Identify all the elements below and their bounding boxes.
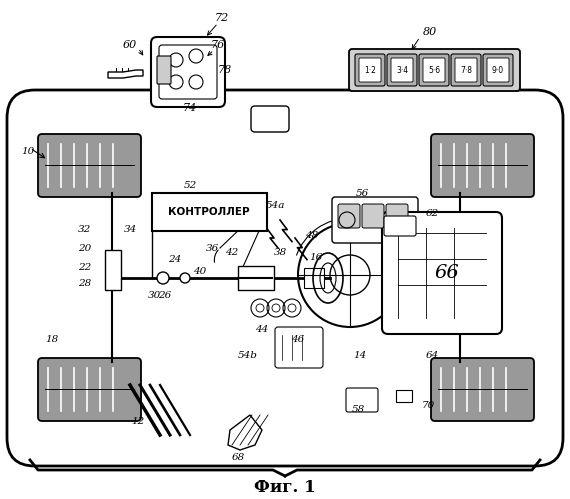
- FancyBboxPatch shape: [396, 390, 412, 402]
- Text: 80: 80: [423, 27, 437, 37]
- Text: 9·0: 9·0: [492, 65, 504, 74]
- FancyBboxPatch shape: [346, 388, 378, 412]
- FancyBboxPatch shape: [487, 58, 509, 82]
- Text: 1·2: 1·2: [364, 65, 376, 74]
- FancyBboxPatch shape: [159, 45, 217, 99]
- Text: 78: 78: [218, 65, 232, 75]
- Text: 52: 52: [184, 181, 197, 190]
- Text: 18: 18: [46, 335, 59, 344]
- FancyBboxPatch shape: [349, 49, 520, 91]
- Text: 40: 40: [193, 267, 206, 276]
- FancyBboxPatch shape: [455, 58, 477, 82]
- Text: 14: 14: [353, 350, 367, 359]
- FancyBboxPatch shape: [332, 197, 418, 243]
- Text: 7·8: 7·8: [460, 65, 472, 74]
- Text: 26: 26: [158, 290, 172, 299]
- Text: 58: 58: [351, 406, 365, 415]
- Text: 30: 30: [148, 290, 162, 299]
- Circle shape: [157, 272, 169, 284]
- Text: 38: 38: [274, 248, 287, 256]
- FancyBboxPatch shape: [338, 204, 360, 228]
- Text: 74: 74: [183, 103, 197, 113]
- FancyBboxPatch shape: [431, 134, 534, 197]
- Text: 72: 72: [215, 13, 229, 23]
- Text: 46: 46: [291, 335, 304, 344]
- Text: 48: 48: [306, 231, 319, 240]
- Text: 10: 10: [22, 148, 35, 157]
- FancyBboxPatch shape: [359, 58, 381, 82]
- FancyBboxPatch shape: [157, 56, 171, 84]
- Text: 32: 32: [79, 226, 92, 235]
- FancyBboxPatch shape: [238, 266, 274, 290]
- Text: 66: 66: [435, 264, 459, 282]
- Text: 68: 68: [231, 454, 245, 463]
- Text: 62: 62: [425, 209, 439, 218]
- FancyBboxPatch shape: [152, 193, 267, 231]
- FancyBboxPatch shape: [304, 268, 324, 288]
- Text: 42: 42: [225, 248, 239, 256]
- Text: 12: 12: [131, 418, 145, 427]
- Text: 44: 44: [255, 325, 268, 334]
- Text: 24: 24: [168, 255, 182, 264]
- FancyBboxPatch shape: [483, 54, 513, 86]
- FancyBboxPatch shape: [419, 54, 449, 86]
- Text: 28: 28: [79, 278, 92, 287]
- Text: 54b: 54b: [238, 350, 258, 359]
- FancyBboxPatch shape: [251, 106, 289, 132]
- FancyBboxPatch shape: [275, 327, 323, 368]
- FancyBboxPatch shape: [382, 212, 502, 334]
- FancyBboxPatch shape: [386, 204, 408, 228]
- Text: 56: 56: [355, 189, 369, 198]
- Text: Фиг. 1: Фиг. 1: [254, 480, 316, 497]
- Text: 60: 60: [123, 40, 137, 50]
- FancyBboxPatch shape: [355, 54, 385, 86]
- Text: 22: 22: [79, 263, 92, 272]
- Text: 3·4: 3·4: [396, 65, 408, 74]
- Text: 36: 36: [205, 244, 219, 252]
- FancyBboxPatch shape: [38, 358, 141, 421]
- FancyBboxPatch shape: [151, 37, 225, 107]
- FancyBboxPatch shape: [38, 134, 141, 197]
- Text: 20: 20: [79, 244, 92, 252]
- FancyBboxPatch shape: [7, 90, 563, 466]
- Polygon shape: [108, 70, 143, 78]
- Text: 70: 70: [421, 401, 435, 410]
- Polygon shape: [228, 415, 262, 450]
- Text: 64: 64: [425, 350, 439, 359]
- FancyBboxPatch shape: [105, 250, 121, 290]
- FancyBboxPatch shape: [362, 204, 384, 228]
- FancyBboxPatch shape: [391, 58, 413, 82]
- FancyBboxPatch shape: [431, 358, 534, 421]
- FancyBboxPatch shape: [384, 216, 416, 236]
- Text: 34: 34: [123, 226, 137, 235]
- FancyBboxPatch shape: [451, 54, 481, 86]
- FancyBboxPatch shape: [387, 54, 417, 86]
- FancyBboxPatch shape: [423, 58, 445, 82]
- Text: 16: 16: [310, 253, 323, 262]
- Text: 54a: 54a: [265, 201, 284, 210]
- Text: КОНТРОЛЛЕР: КОНТРОЛЛЕР: [168, 207, 250, 217]
- Text: 76: 76: [211, 40, 225, 50]
- Circle shape: [180, 273, 190, 283]
- Text: 5·6: 5·6: [428, 65, 440, 74]
